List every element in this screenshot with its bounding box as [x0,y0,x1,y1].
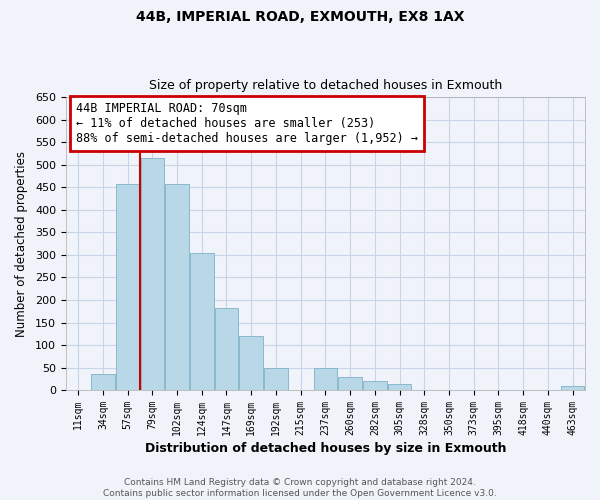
Bar [91,374,115,390]
Y-axis label: Number of detached properties: Number of detached properties [15,150,28,336]
Bar [140,158,164,390]
Bar [561,386,584,390]
Bar [166,184,189,390]
Text: Contains HM Land Registry data © Crown copyright and database right 2024.
Contai: Contains HM Land Registry data © Crown c… [103,478,497,498]
Bar [264,368,287,390]
X-axis label: Distribution of detached houses by size in Exmouth: Distribution of detached houses by size … [145,442,506,455]
Text: 44B, IMPERIAL ROAD, EXMOUTH, EX8 1AX: 44B, IMPERIAL ROAD, EXMOUTH, EX8 1AX [136,10,464,24]
Text: 44B IMPERIAL ROAD: 70sqm
← 11% of detached houses are smaller (253)
88% of semi-: 44B IMPERIAL ROAD: 70sqm ← 11% of detach… [76,102,418,144]
Bar [363,381,386,390]
Bar [239,336,263,390]
Bar [215,308,238,390]
Bar [116,184,139,390]
Bar [388,384,412,390]
Title: Size of property relative to detached houses in Exmouth: Size of property relative to detached ho… [149,79,502,92]
Bar [190,252,214,390]
Bar [314,368,337,390]
Bar [338,378,362,390]
